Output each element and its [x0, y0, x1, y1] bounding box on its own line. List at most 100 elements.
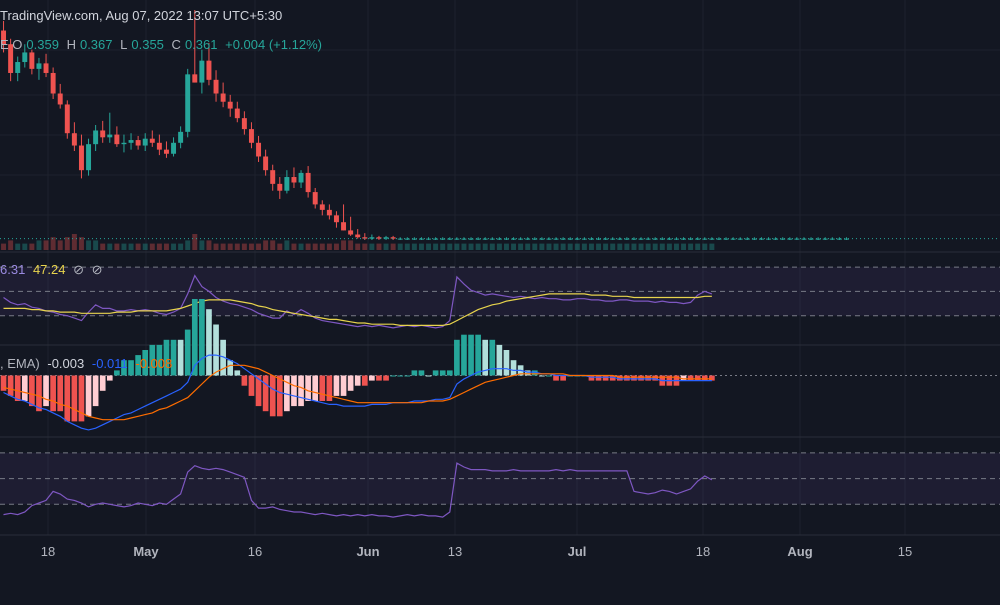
candle-body: [482, 238, 488, 240]
candle-body: [355, 234, 361, 238]
candle-body: [362, 237, 368, 239]
ohlc-row: E O 0.359 H 0.367 L 0.355 C 0.361 +0.004 (+1…: [0, 37, 326, 52]
candle-body: [652, 238, 658, 240]
volume-bar: [248, 243, 254, 250]
macd-histogram-bar: [432, 370, 439, 376]
candle-body: [312, 192, 318, 205]
macd-histogram-bar: [227, 360, 234, 376]
macd-histogram-bar: [510, 360, 517, 376]
macd-histogram-bar: [326, 375, 333, 401]
volume-bar: [171, 243, 177, 250]
volume-bar: [93, 240, 99, 250]
candle-body: [468, 238, 474, 240]
candle-body: [135, 140, 141, 146]
candle-body: [86, 144, 92, 171]
candle-body: [213, 79, 219, 94]
candle-body: [185, 74, 191, 132]
volume-bar: [128, 243, 134, 250]
macd-histogram-bar: [14, 375, 21, 401]
volume-bar: [142, 243, 148, 250]
macd-histogram-bar: [369, 375, 375, 381]
macd-histogram-bar: [645, 375, 651, 381]
macd-histogram-bar: [439, 370, 446, 376]
candle-body: [227, 101, 233, 109]
candle-body: [404, 238, 410, 240]
candle-body: [348, 230, 354, 235]
macd-histogram-bar: [85, 375, 92, 417]
c-value: 0.361: [184, 37, 218, 52]
candle-body: [369, 237, 375, 239]
candle-body: [199, 60, 205, 83]
rsi-value: 6.31: [0, 262, 26, 277]
macd-histogram-bar: [0, 375, 7, 391]
candle-body: [121, 142, 127, 145]
macd-histogram-bar: [255, 375, 262, 407]
macd-label: , EMA): [0, 356, 40, 371]
candle-body: [744, 238, 750, 240]
rsi-hidden-icon-2[interactable]: ⊘: [91, 262, 103, 277]
volume-bar: [284, 240, 290, 250]
candle-body: [263, 156, 269, 171]
macd-histogram-bar: [631, 375, 637, 381]
volume-bar: [270, 240, 276, 250]
signal-line-value: -0.008: [135, 356, 173, 371]
macd-histogram-bar: [333, 375, 340, 396]
macd-histogram-value: -0.003: [47, 356, 85, 371]
macd-histogram-bar: [709, 375, 715, 381]
candle-body: [163, 149, 169, 154]
macd-histogram-bar: [638, 375, 644, 381]
candle-body: [57, 93, 63, 105]
macd-histogram-bar: [701, 375, 708, 381]
x-tick-label: May: [133, 544, 159, 559]
header-source: TradingView.com, Aug 07, 2022 13:07 UTC+…: [0, 8, 286, 23]
candle-body: [93, 130, 99, 145]
candle-body: [815, 238, 821, 240]
volume-bar: [539, 243, 545, 250]
volume-bar: [369, 243, 375, 250]
l-label: L: [120, 37, 128, 52]
macd-histogram-bar: [553, 375, 559, 381]
volume-bar: [348, 240, 354, 250]
candle-body: [503, 238, 509, 240]
volume-bar: [574, 243, 580, 250]
macd-histogram-bar: [468, 334, 474, 376]
x-tick-label: 13: [448, 544, 462, 559]
volume-bar: [496, 243, 502, 250]
volume-bar: [213, 243, 219, 250]
volume-bar: [78, 237, 84, 250]
rsi-ma-value: 47.24: [32, 262, 66, 277]
rsi-hidden-icon-1[interactable]: ⊘: [73, 262, 85, 277]
candle-body: [376, 237, 382, 239]
candle-body: [475, 238, 481, 240]
candle-body: [758, 238, 764, 240]
macd-histogram-bar: [354, 375, 361, 386]
source-text: TradingView.com, Aug 07, 2022 13:07 UTC+…: [0, 8, 283, 23]
macd-histogram-bar: [78, 375, 85, 422]
candle-body: [574, 238, 580, 240]
candle-body: [333, 215, 339, 223]
x-tick-label: 18: [696, 544, 710, 559]
volume-bar: [71, 234, 77, 250]
candle-body: [822, 238, 828, 240]
candle-body: [142, 138, 148, 146]
macd-histogram-bar: [531, 370, 538, 376]
candle-body: [383, 237, 389, 239]
candle-body: [107, 134, 113, 138]
volume-bar: [390, 243, 396, 250]
volume-bar: [688, 243, 694, 250]
candle-body: [801, 238, 807, 240]
h-value: 0.367: [79, 37, 113, 52]
macd-histogram-bar: [177, 339, 184, 376]
macd-histogram-bar: [241, 375, 248, 386]
macd-histogram-bar: [213, 324, 219, 376]
candle-body: [631, 238, 637, 240]
macd-histogram-bar: [135, 355, 141, 376]
candle-body: [178, 131, 184, 143]
candle-body: [695, 238, 701, 240]
macd-histogram-bar: [475, 334, 481, 376]
candle-body: [780, 238, 786, 240]
volume-bar: [610, 243, 616, 250]
candle-body: [277, 183, 283, 191]
volume-bar: [518, 243, 524, 250]
